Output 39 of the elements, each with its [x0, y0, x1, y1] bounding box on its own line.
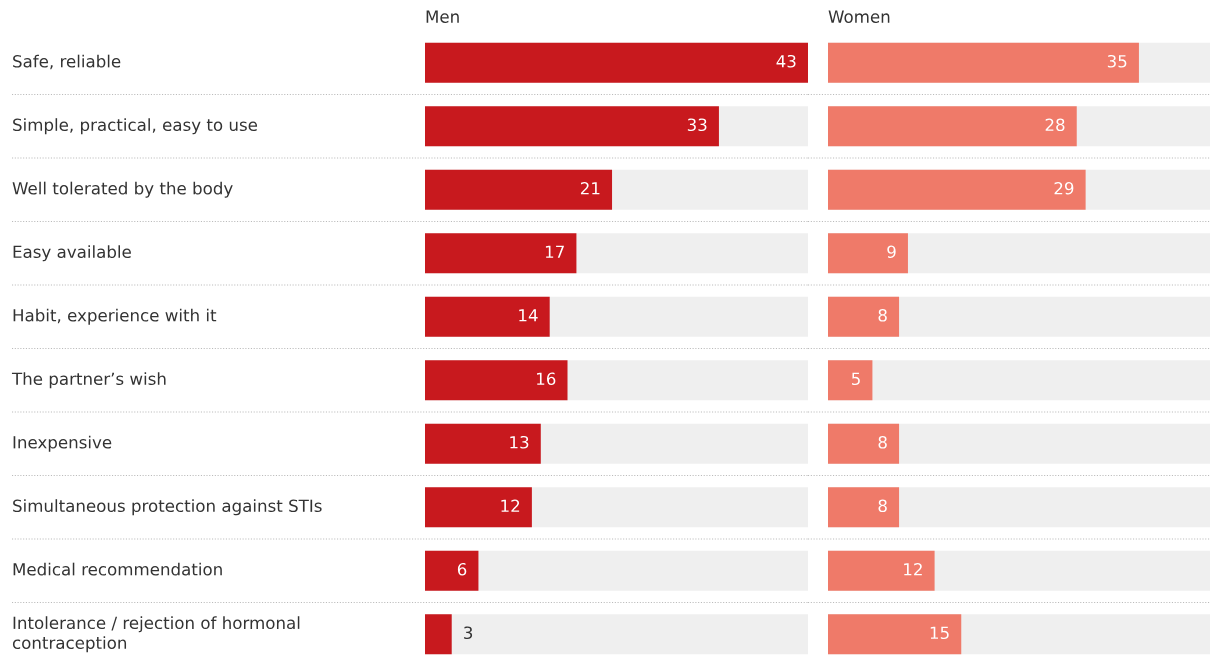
data-label: 6	[457, 562, 467, 576]
data-label: 14	[519, 309, 538, 322]
data-label: 28	[1045, 118, 1065, 132]
chart-title: Men	[426, 10, 459, 23]
y-tick-label: Safe, reliable	[13, 54, 121, 70]
y-tick-label: Habit, experience with it	[13, 308, 217, 325]
data-label: 3	[464, 626, 473, 640]
data-label: 35	[1107, 54, 1127, 68]
data-label: 17	[545, 245, 564, 258]
data-label: 5	[851, 372, 860, 386]
data-label: 16	[537, 372, 556, 386]
bar	[828, 423, 900, 464]
y-tick-label: Intolerance / rejection of hormonal contraception	[12, 616, 300, 653]
bar	[828, 296, 900, 337]
bar	[828, 360, 873, 401]
y-tick-label: Simultaneous protection against STIs	[13, 499, 322, 516]
y-tick-label: Easy available	[13, 245, 131, 262]
data-label: 29	[1054, 181, 1074, 195]
data-label: 15	[930, 626, 949, 640]
data-label: 12	[501, 499, 520, 512]
y-tick-label: Medical recommendation	[13, 562, 222, 576]
data-label: 43	[776, 54, 796, 68]
data-label: 12	[904, 562, 922, 576]
data-label: 13	[510, 435, 529, 449]
data-label: 21	[580, 181, 600, 195]
y-tick-label: The partner’s wish	[11, 372, 166, 389]
bar	[425, 550, 479, 591]
y-tick-label: Simple, practical, easy to use	[13, 118, 258, 135]
y-tick-label: Inexpensive	[13, 435, 112, 452]
bar	[828, 487, 900, 528]
chart-title: Women	[828, 10, 890, 23]
data-label: 8	[878, 308, 887, 322]
bar	[425, 614, 452, 655]
y-tick-label: Well tolerated by the body	[12, 181, 233, 198]
data-label: 33	[687, 118, 707, 132]
data-label: 9	[887, 245, 896, 259]
data-label: 8	[878, 435, 887, 449]
data-label: 8	[878, 499, 887, 513]
bar	[828, 233, 908, 274]
